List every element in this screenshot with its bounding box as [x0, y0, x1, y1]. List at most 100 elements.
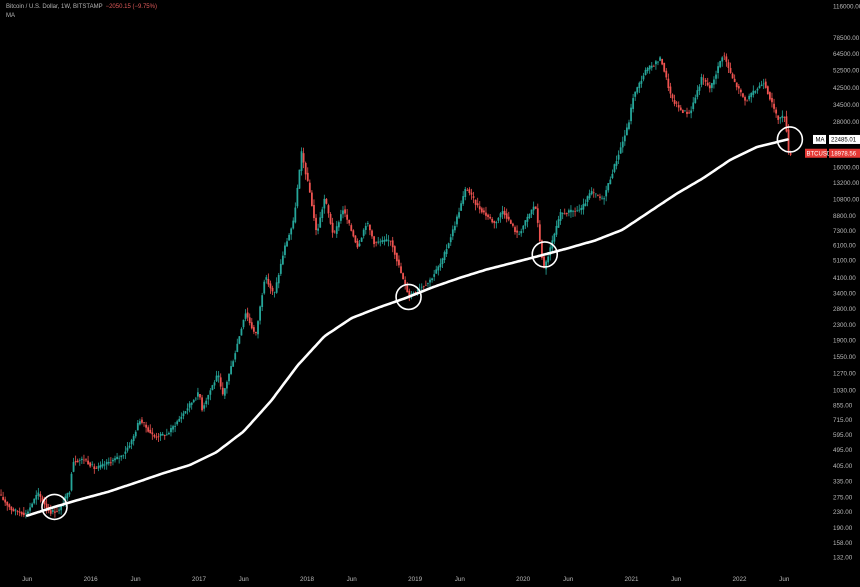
candle-body — [785, 116, 788, 132]
candle-body — [277, 274, 280, 284]
x-tick-label: 2018 — [300, 576, 315, 583]
price-badge-label: BTCUSD — [807, 151, 832, 157]
candle-body — [648, 65, 651, 70]
candle-body — [611, 173, 614, 179]
candle-body — [787, 129, 790, 152]
candle-body — [255, 332, 257, 333]
candle-body — [708, 85, 711, 89]
indicator-label: MA — [6, 13, 15, 19]
candle-body — [304, 163, 307, 175]
candle-body — [381, 240, 384, 243]
y-tick-label: 275.00 — [833, 495, 853, 502]
candle-body — [516, 230, 518, 233]
candle-body — [416, 289, 419, 291]
candle-body — [188, 403, 191, 408]
candle-body — [4, 499, 7, 503]
candle-body — [31, 503, 34, 507]
candle-body — [250, 322, 253, 329]
ma-badge-label: MA — [816, 137, 825, 143]
candle-body — [669, 86, 672, 94]
candle-body — [744, 97, 746, 101]
candle-body — [141, 419, 143, 423]
candle-body — [480, 208, 483, 213]
candle-body — [746, 100, 749, 102]
candle-body — [777, 115, 780, 120]
candle-body — [478, 206, 481, 210]
candle-body — [342, 210, 344, 215]
candle-body — [72, 462, 75, 472]
candle-body — [226, 381, 228, 389]
candle-body — [576, 210, 579, 212]
candle-body — [45, 503, 48, 509]
candle-body — [261, 295, 264, 308]
y-tick-label: 28000.00 — [833, 119, 860, 126]
candle-body — [460, 203, 463, 211]
candle-body — [310, 192, 313, 207]
candle-body — [126, 447, 129, 451]
candle-body — [773, 103, 775, 109]
candle-body — [447, 243, 450, 249]
y-tick-label: 2800.00 — [833, 306, 856, 313]
candle-body — [615, 161, 618, 166]
axis-badges: MA 22485.01 BTCUSD 18978.56 — [805, 134, 860, 158]
y-tick-label: 2300.00 — [833, 322, 856, 329]
candle-body — [352, 230, 355, 237]
candle-body — [54, 511, 56, 513]
candle-body — [603, 198, 606, 200]
candle-body — [14, 509, 17, 511]
y-tick-label: 3400.00 — [833, 290, 856, 297]
candle-body — [2, 497, 5, 500]
candle-body — [161, 434, 164, 436]
candle-body — [596, 195, 599, 196]
x-tick-label: Jun — [563, 576, 574, 583]
candle-body — [605, 190, 608, 197]
candle-body — [599, 196, 601, 198]
candle-body — [66, 493, 69, 499]
candle-body — [0, 494, 2, 496]
candle-body — [99, 465, 102, 468]
candle-body — [234, 353, 237, 360]
candle-body — [563, 213, 566, 215]
candle-body — [319, 217, 322, 228]
symbol-title: Bitcoin / U.S. Dollar, 1W, BITSTAMP — [6, 4, 103, 10]
candle-body — [12, 509, 15, 512]
candle-body — [679, 107, 682, 111]
candle-body — [288, 234, 290, 241]
candle-body — [644, 69, 647, 76]
candle-body — [607, 183, 610, 191]
candle-body — [242, 319, 245, 328]
candle-body — [453, 226, 456, 231]
candle-body — [101, 463, 104, 467]
candle-body — [118, 457, 121, 459]
highlight-circle — [776, 126, 804, 153]
candle-body — [138, 421, 141, 425]
candle-body — [143, 422, 145, 423]
candle-body — [468, 189, 471, 193]
candle-body — [636, 87, 639, 93]
x-tick-label: 2019 — [408, 576, 423, 583]
candle-body — [667, 78, 670, 88]
y-tick-label: 715.00 — [833, 417, 853, 424]
candle-body — [116, 456, 118, 460]
candle-body — [549, 247, 552, 256]
y-tick-label: 495.00 — [833, 447, 853, 454]
y-tick-label: 4100.00 — [833, 275, 856, 282]
y-tick-label: 158.00 — [833, 540, 853, 547]
highlight-circle — [41, 493, 68, 521]
candle-body — [474, 199, 477, 205]
candle-body — [290, 228, 293, 235]
candle-body — [659, 57, 661, 61]
x-tick-label: 2020 — [516, 576, 531, 583]
candle-body — [543, 256, 545, 268]
candle-body — [524, 220, 527, 226]
candle-body — [39, 494, 42, 497]
candle-body — [462, 196, 465, 204]
candle-body — [412, 292, 415, 294]
candle-body — [236, 343, 239, 352]
candle-body — [541, 240, 543, 258]
candle-body — [267, 279, 270, 285]
candle-body — [211, 385, 214, 391]
candle-body — [321, 209, 324, 219]
candle-body — [333, 231, 336, 233]
